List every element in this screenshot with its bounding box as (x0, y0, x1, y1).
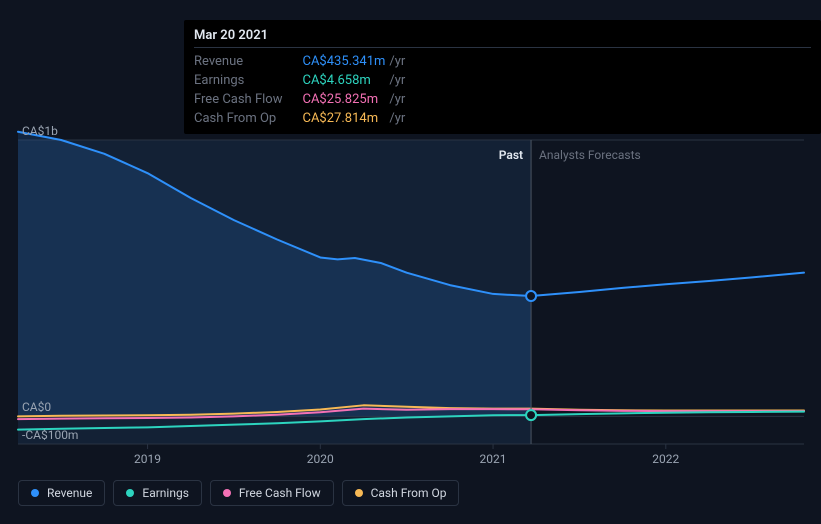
tooltip-row: EarningsCA$4.658m/yr (194, 71, 811, 90)
tooltip-row-label: Earnings (194, 71, 302, 90)
region-label-forecast: Analysts Forecasts (539, 148, 641, 162)
tooltip-row-value: CA$25.825m (302, 90, 385, 109)
tooltip-row-value: CA$435.341m (302, 52, 385, 71)
hover-tooltip: Mar 20 2021 RevenueCA$435.341m/yrEarning… (184, 20, 821, 134)
tooltip-row: Free Cash FlowCA$25.825m/yr (194, 90, 811, 109)
y-tick-label: -CA$100m (22, 428, 78, 442)
y-tick-label: CA$0 (22, 400, 51, 414)
tooltip-row: RevenueCA$435.341m/yr (194, 52, 811, 71)
tooltip-row-value: CA$27.814m (302, 109, 385, 128)
region-label-past: Past (499, 148, 523, 162)
y-tick-label: CA$1b (22, 124, 58, 138)
x-tick-label: 2019 (134, 452, 161, 466)
x-tick-label: 2021 (480, 452, 507, 466)
tooltip-date: Mar 20 2021 (194, 26, 811, 48)
legend-label: Earnings (142, 486, 189, 500)
legend-item-revenue[interactable]: Revenue (18, 480, 105, 506)
marker-earnings (526, 410, 536, 420)
tooltip-row: Cash From OpCA$27.814m/yr (194, 109, 811, 128)
legend-dot-icon (223, 489, 231, 497)
legend-label: Cash From Op (371, 486, 447, 500)
legend-dot-icon (126, 489, 134, 497)
tooltip-row-label: Revenue (194, 52, 302, 71)
legend-dot-icon (31, 489, 39, 497)
x-tick-label: 2022 (652, 452, 679, 466)
marker-revenue (526, 291, 536, 301)
legend-dot-icon (355, 489, 363, 497)
tooltip-row-label: Cash From Op (194, 109, 302, 128)
legend-label: Revenue (47, 486, 92, 500)
chart-container: { "layout": { "width": 821, "height": 52… (0, 0, 821, 524)
tooltip-row-value: CA$4.658m (302, 71, 385, 90)
legend: Revenue Earnings Free Cash Flow Cash From O… (18, 480, 459, 506)
tooltip-row-unit: /yr (385, 52, 811, 71)
tooltip-row-label: Free Cash Flow (194, 90, 302, 109)
tooltip-row-unit: /yr (385, 109, 811, 128)
legend-label: Free Cash Flow (239, 486, 321, 500)
legend-item-cfo[interactable]: Cash From Op (342, 480, 460, 506)
x-tick-label: 2020 (307, 452, 334, 466)
legend-item-fcf[interactable]: Free Cash Flow (210, 480, 334, 506)
tooltip-row-unit: /yr (385, 71, 811, 90)
tooltip-row-unit: /yr (385, 90, 811, 109)
legend-item-earnings[interactable]: Earnings (113, 480, 202, 506)
